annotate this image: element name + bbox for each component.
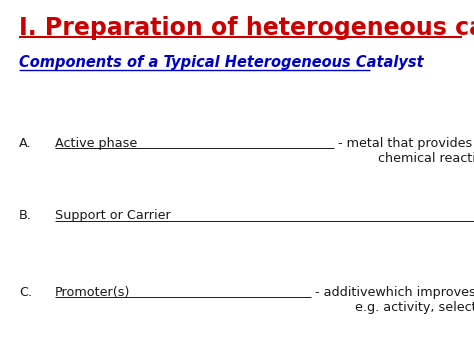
Text: Components of a Typical Heterogeneous Catalyst: Components of a Typical Heterogeneous Ca… xyxy=(19,55,424,70)
Text: Active phase: Active phase xyxy=(55,137,137,150)
Text: Support or Carrier: Support or Carrier xyxy=(55,209,170,223)
Text: I. Preparation of heterogeneous catalyst: I. Preparation of heterogeneous catalyst xyxy=(19,16,474,40)
Text: A.: A. xyxy=(19,137,32,150)
Text: - metal that provides active sites where the
           chemical reaction takes : - metal that provides active sites where… xyxy=(335,137,474,165)
Text: B.: B. xyxy=(19,209,32,223)
Text: C.: C. xyxy=(19,286,32,299)
Text: - additivewhich improves catalyst properties
           e.g. activity, selectivi: - additivewhich improves catalyst proper… xyxy=(311,286,474,314)
Text: Promoter(s): Promoter(s) xyxy=(55,286,130,299)
